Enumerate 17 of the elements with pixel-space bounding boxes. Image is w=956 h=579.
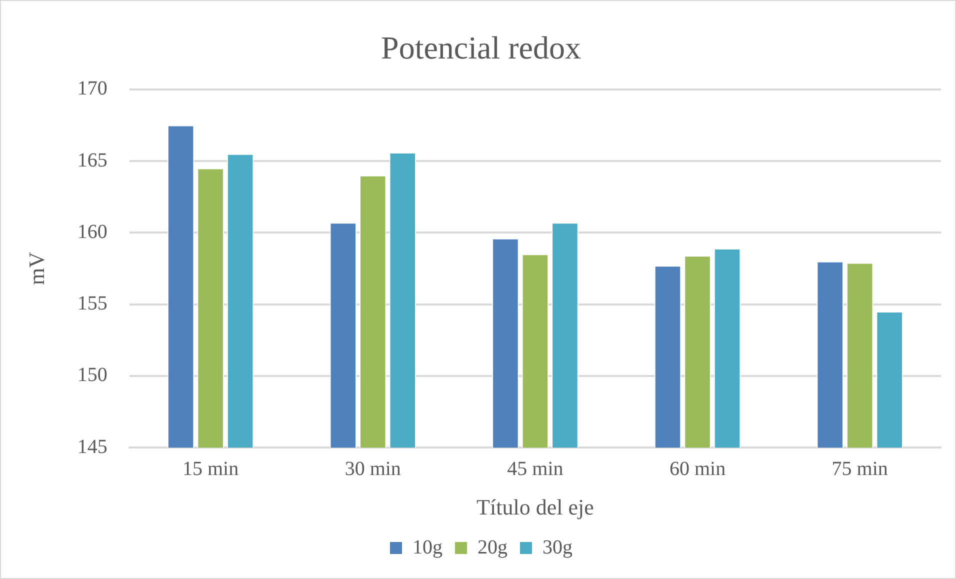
legend-label: 30g (542, 536, 572, 558)
x-tick-label: 60 min (669, 458, 726, 480)
y-tick-label: 165 (77, 149, 108, 172)
legend-label: 10g (412, 536, 442, 558)
chart-title: Potencial redox (381, 30, 581, 66)
y-tick-label: 150 (77, 364, 108, 386)
x-axis-title: Título del eje (476, 494, 594, 520)
x-tick-label: 45 min (507, 458, 564, 480)
x-tick-label: 15 min (182, 458, 239, 480)
x-tick-label: 75 min (832, 458, 888, 480)
y-tick-label: 155 (77, 292, 108, 315)
x-tick-label: 30 min (344, 458, 401, 480)
y-axis-title: mV (24, 252, 49, 285)
legend-label: 20g (478, 536, 508, 558)
y-tick-label: 170 (77, 78, 108, 100)
y-tick-label: 160 (77, 220, 108, 243)
y-tick-label: 145 (77, 436, 108, 458)
